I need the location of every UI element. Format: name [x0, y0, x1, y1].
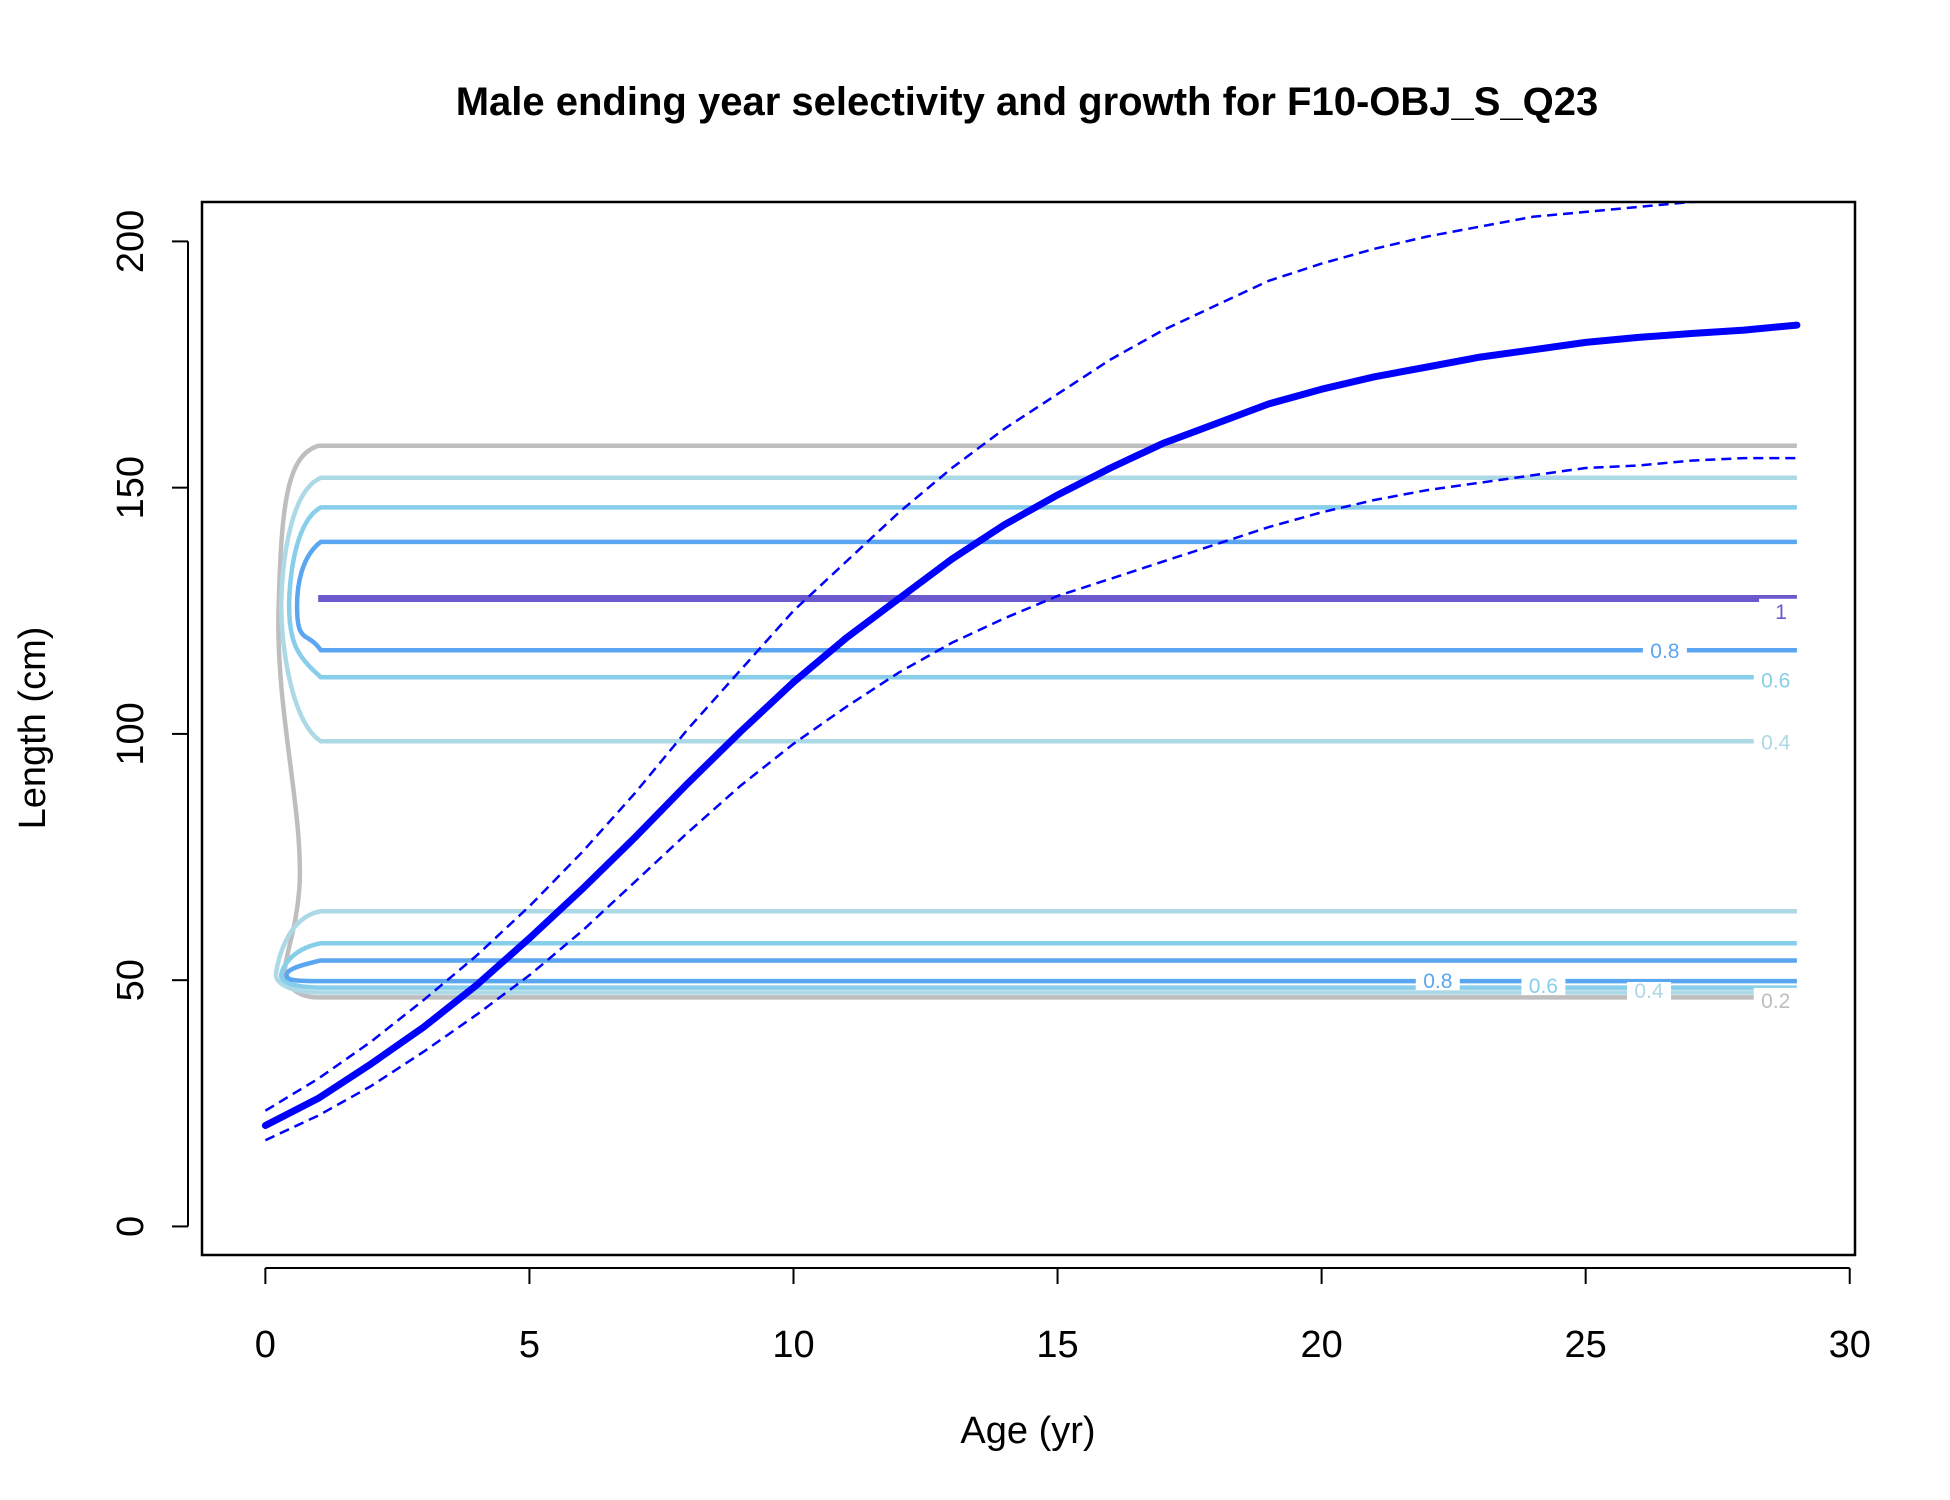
contour-label-bg: [1753, 729, 1798, 754]
contour-0.4-lower: [273, 908, 1797, 995]
growth-lower-ci-line: [264, 456, 1797, 1142]
contour-0.6-upper: [286, 505, 1797, 680]
contour-label-0.4: 0.4: [1634, 980, 1664, 1003]
contour-label-1: 1: [1775, 601, 1787, 624]
growth-mean-line: [261, 321, 1801, 1129]
x-tick-label: 20: [1300, 1324, 1342, 1366]
growth-upper-ci-line: [264, 202, 1718, 1112]
y-tick-label: 150: [110, 456, 152, 519]
contour-0.6-lower: [278, 940, 1797, 990]
x-tick-label: 15: [1036, 1324, 1078, 1366]
y-tick-label: 200: [110, 210, 152, 273]
contour-label-bg: [1521, 977, 1566, 996]
contour-label-bg: [1759, 598, 1804, 623]
contour-label-0.8: 0.8: [1423, 970, 1452, 993]
y-tick-label: 0: [110, 1216, 152, 1237]
y-tick-label: 100: [110, 702, 152, 765]
x-axis-label: Age (yr): [960, 1410, 1095, 1452]
contour-0.2-upper: [276, 443, 1797, 1000]
x-tick-label: 10: [772, 1324, 814, 1366]
contour-0.4-upper: [278, 475, 1797, 744]
contour-0.8-upper: [294, 539, 1797, 653]
contour-label-bg: [1642, 638, 1687, 663]
contour-label-0.6: 0.6: [1761, 670, 1790, 693]
contour-label-0.8: 0.8: [1650, 640, 1679, 663]
contour-label-bg: [1753, 667, 1798, 692]
contour-label-0.4: 0.4: [1761, 731, 1791, 754]
contour-label-0.2: 0.2: [1761, 990, 1790, 1013]
contour-0.8-lower: [284, 958, 1797, 984]
x-tick-label: 0: [255, 1324, 276, 1366]
contour-label-0.6: 0.6: [1529, 975, 1558, 998]
y-axis-label: Length (cm): [12, 627, 54, 830]
x-tick-label: 30: [1829, 1324, 1871, 1366]
contour-label-bg: [1415, 972, 1460, 991]
plot-frame: [200, 200, 1857, 1257]
y-tick-label: 50: [110, 959, 152, 1001]
contour-label-bg: [1627, 982, 1672, 1001]
chart-title: Male ending year selectivity and growth …: [456, 80, 1599, 124]
x-tick-label: 25: [1565, 1324, 1607, 1366]
contour-label-bg: [1753, 987, 1798, 1012]
x-tick-label: 5: [519, 1324, 540, 1366]
